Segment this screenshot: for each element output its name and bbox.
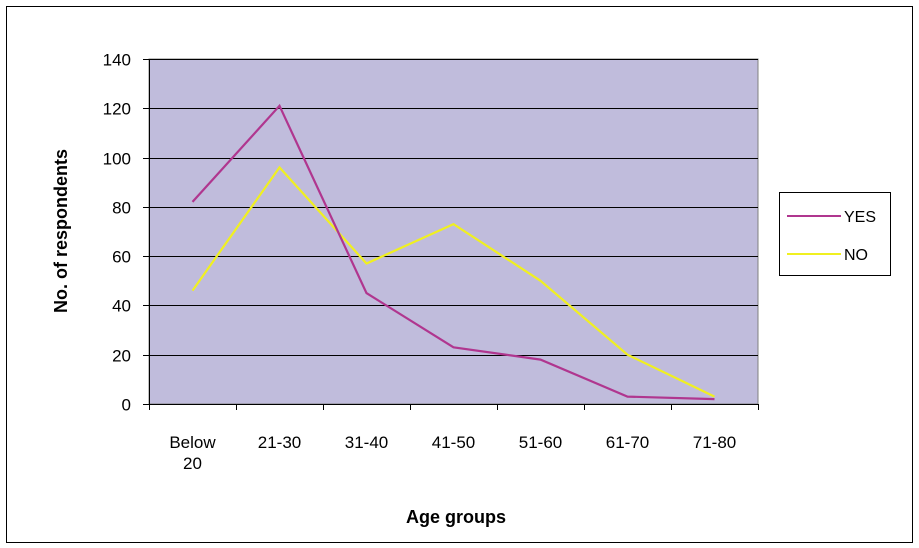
y-axis: 0 20 40 60 80 100 120 140 bbox=[103, 51, 150, 415]
y-tick-label: 60 bbox=[112, 248, 131, 267]
y-axis-title: No. of respondents bbox=[51, 149, 71, 313]
y-tick-label: 100 bbox=[103, 150, 131, 169]
y-tick-label: 80 bbox=[112, 199, 131, 218]
x-tick-label: 31-40 bbox=[345, 433, 388, 452]
legend: YES NO bbox=[779, 192, 891, 276]
y-tick-label: 0 bbox=[122, 396, 131, 415]
legend-label-yes: YES bbox=[844, 209, 876, 226]
x-tick-label: 61-70 bbox=[606, 433, 649, 452]
plot-area bbox=[148, 58, 759, 405]
legend-box bbox=[779, 192, 891, 276]
gridlines bbox=[149, 59, 758, 356]
x-tick-label: 71-80 bbox=[693, 433, 736, 452]
x-tick-label: Below 20 bbox=[169, 433, 216, 473]
series-line-yes bbox=[191, 103, 715, 401]
x-axis-title: Age groups bbox=[406, 507, 506, 527]
y-tick-label: 40 bbox=[112, 297, 131, 316]
series-layer bbox=[191, 103, 715, 401]
legend-label-no: NO bbox=[844, 247, 868, 264]
x-tick-label: 51-60 bbox=[519, 433, 562, 452]
y-tick-label: 120 bbox=[103, 100, 131, 119]
x-tick-label: 41-50 bbox=[432, 433, 475, 452]
series-line-no bbox=[191, 165, 715, 398]
x-axis: Below 20 21-30 31-40 41-50 51-60 61-70 71-80 bbox=[149, 404, 759, 473]
y-tick-label: 140 bbox=[103, 51, 131, 70]
y-tick-label: 20 bbox=[112, 347, 131, 366]
x-tick-label: 21-30 bbox=[258, 433, 301, 452]
